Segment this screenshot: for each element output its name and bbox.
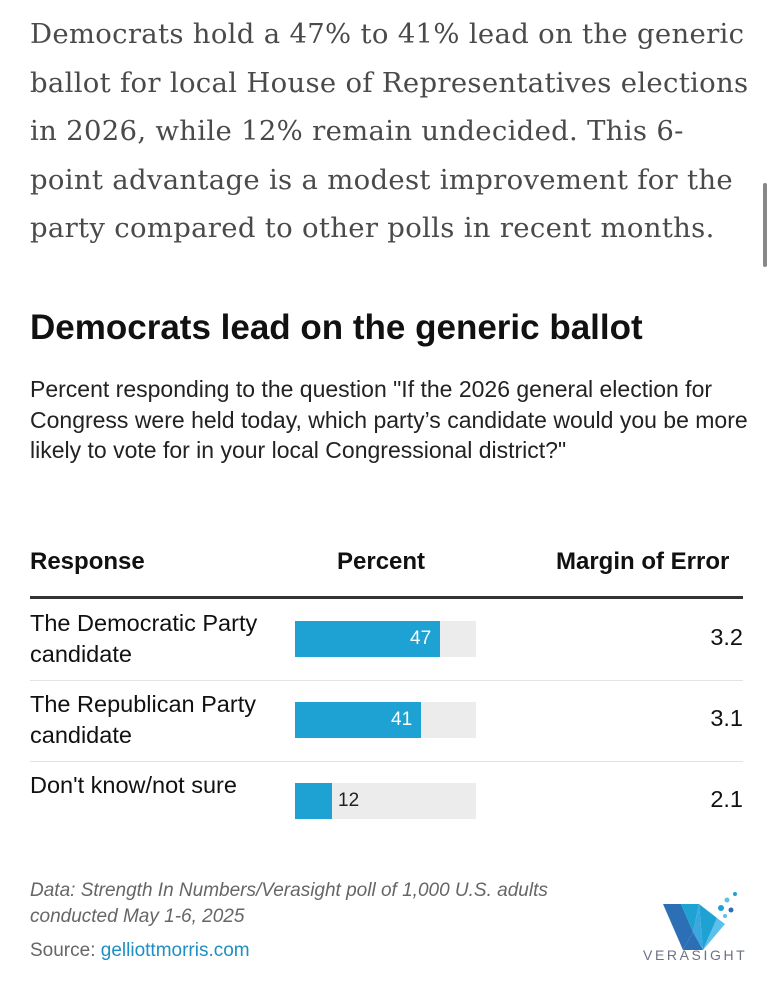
bar-track: 41 <box>295 702 476 738</box>
margin-of-error-value: 2.1 <box>710 786 743 812</box>
source-line: Source: gelliottmorris.com <box>30 940 250 962</box>
scrollbar[interactable] <box>763 183 767 267</box>
margin-of-error-value: 3.2 <box>710 624 743 650</box>
bar-track: 47 <box>295 621 476 657</box>
bar-fill <box>295 783 332 819</box>
bar-fill <box>295 702 421 738</box>
bar-value-label: 12 <box>338 790 360 811</box>
row-divider <box>30 761 743 762</box>
bar-fill <box>295 621 440 657</box>
response-label: Don't know/not sure <box>30 772 237 798</box>
row-divider <box>30 680 743 681</box>
article-intro: Democrats hold a 47% to 41% lead on the … <box>30 18 749 244</box>
chart-title: Democrats lead on the generic ballot <box>30 308 643 347</box>
response-label: The Democratic Party candidate <box>30 610 258 667</box>
table-row: The Republican Party candidate 41 3.1 <box>30 681 743 762</box>
bar-track: 12 <box>295 783 476 819</box>
column-header-margin-of-error: Margin of Error <box>556 548 730 575</box>
column-header-response: Response <box>30 548 145 575</box>
header-rule <box>30 596 743 599</box>
bar-value-label: 47 <box>410 628 432 649</box>
margin-of-error-value: 3.1 <box>710 705 743 731</box>
response-label: The Republican Party candidate <box>30 691 256 748</box>
source-label: Source: <box>30 940 96 961</box>
bar-value-label: 41 <box>391 709 413 730</box>
source-link[interactable]: gelliottmorris.com <box>100 940 250 961</box>
table-row: Don't know/not sure 12 2.1 <box>30 762 743 843</box>
column-header-percent: Percent <box>337 548 426 575</box>
data-footnote: Data: Strength In Numbers/Verasight poll… <box>30 880 548 927</box>
chart-subtitle: Percent responding to the question "If t… <box>30 376 748 463</box>
verasight-logo-icon <box>663 892 737 950</box>
logo-wordmark: VERASIGHT <box>643 947 748 963</box>
table-row: The Democratic Party candidate 47 3.2 <box>30 600 743 681</box>
